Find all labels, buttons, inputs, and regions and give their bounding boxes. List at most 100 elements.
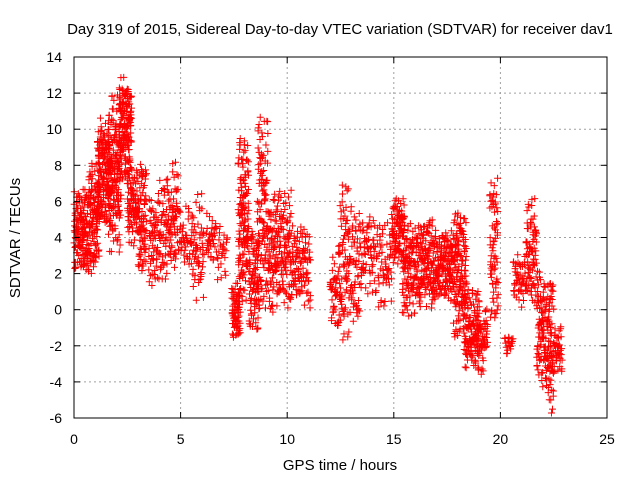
data-point xyxy=(115,248,123,256)
data-point xyxy=(492,191,500,199)
data-point xyxy=(362,260,370,268)
data-point xyxy=(259,297,267,305)
data-point xyxy=(272,206,280,214)
data-point xyxy=(548,295,556,303)
data-point xyxy=(463,280,471,288)
data-point xyxy=(287,229,295,237)
data-point xyxy=(474,288,482,296)
data-point xyxy=(488,196,496,204)
data-point xyxy=(549,405,556,413)
data-point xyxy=(212,220,220,228)
data-point xyxy=(402,234,410,242)
data-point xyxy=(235,227,243,235)
data-point xyxy=(258,171,266,179)
data-point xyxy=(298,229,306,237)
data-point xyxy=(189,282,197,290)
data-point xyxy=(142,245,150,253)
data-point xyxy=(285,295,293,303)
data-point xyxy=(454,312,462,320)
data-point xyxy=(259,153,267,161)
data-point xyxy=(306,304,314,312)
data-point xyxy=(545,362,553,370)
data-point xyxy=(558,345,566,353)
data-point xyxy=(351,238,359,246)
data-point xyxy=(105,215,113,223)
data-point xyxy=(493,294,501,302)
data-point xyxy=(549,359,557,367)
data-point xyxy=(367,223,375,231)
data-point xyxy=(180,258,188,266)
data-point xyxy=(490,298,498,306)
data-point xyxy=(547,324,555,332)
data-point xyxy=(235,242,243,250)
data-point xyxy=(546,381,554,389)
data-point xyxy=(532,247,540,255)
data-point xyxy=(191,272,199,280)
data-point xyxy=(376,243,384,251)
data-point xyxy=(269,195,277,203)
data-point xyxy=(528,202,536,210)
data-point xyxy=(235,312,243,320)
data-point xyxy=(428,222,436,230)
data-point xyxy=(413,268,421,276)
y-tick-label: 6 xyxy=(54,193,62,209)
data-point xyxy=(528,266,536,274)
data-point xyxy=(275,262,283,270)
data-point xyxy=(162,176,170,184)
data-point xyxy=(271,190,279,198)
data-point xyxy=(80,260,88,268)
data-point xyxy=(416,290,424,298)
data-point xyxy=(254,324,262,332)
data-point xyxy=(293,291,301,299)
data-point xyxy=(261,195,269,203)
data-point xyxy=(490,266,498,274)
data-point xyxy=(115,231,123,239)
data-point xyxy=(334,267,342,275)
data-point xyxy=(547,396,555,404)
data-point xyxy=(455,237,463,245)
data-point xyxy=(475,309,483,317)
data-point xyxy=(482,342,490,350)
data-point xyxy=(355,280,363,288)
data-point xyxy=(278,225,286,233)
data-point xyxy=(426,270,434,278)
data-point xyxy=(161,210,169,218)
data-point xyxy=(549,287,557,295)
data-point xyxy=(521,261,529,269)
data-point xyxy=(138,221,146,229)
data-point xyxy=(450,277,458,285)
data-point xyxy=(222,271,230,279)
data-point xyxy=(529,215,537,223)
data-point xyxy=(242,203,250,211)
data-point xyxy=(491,200,499,208)
data-point xyxy=(370,236,378,244)
data-point xyxy=(338,292,346,300)
data-series xyxy=(70,73,566,417)
data-point xyxy=(479,367,487,375)
data-point xyxy=(451,260,459,268)
data-point xyxy=(457,214,465,222)
data-point xyxy=(259,226,267,234)
data-point xyxy=(418,240,426,248)
y-tick-label: -6 xyxy=(50,410,63,426)
data-point xyxy=(278,214,286,222)
data-point xyxy=(127,137,135,145)
data-point xyxy=(84,262,92,270)
data-point xyxy=(262,191,270,199)
data-point xyxy=(479,357,487,365)
data-point xyxy=(539,333,547,341)
data-point xyxy=(493,231,501,239)
data-point xyxy=(365,219,373,227)
data-point xyxy=(452,241,460,249)
data-point xyxy=(369,261,377,269)
data-point xyxy=(422,303,430,311)
data-point xyxy=(142,218,150,226)
data-point xyxy=(488,244,496,252)
data-point xyxy=(470,300,478,308)
data-point xyxy=(462,278,470,286)
data-point xyxy=(279,281,287,289)
data-point xyxy=(272,243,280,251)
data-point xyxy=(538,377,546,385)
data-point xyxy=(458,227,466,235)
data-point xyxy=(403,275,411,283)
